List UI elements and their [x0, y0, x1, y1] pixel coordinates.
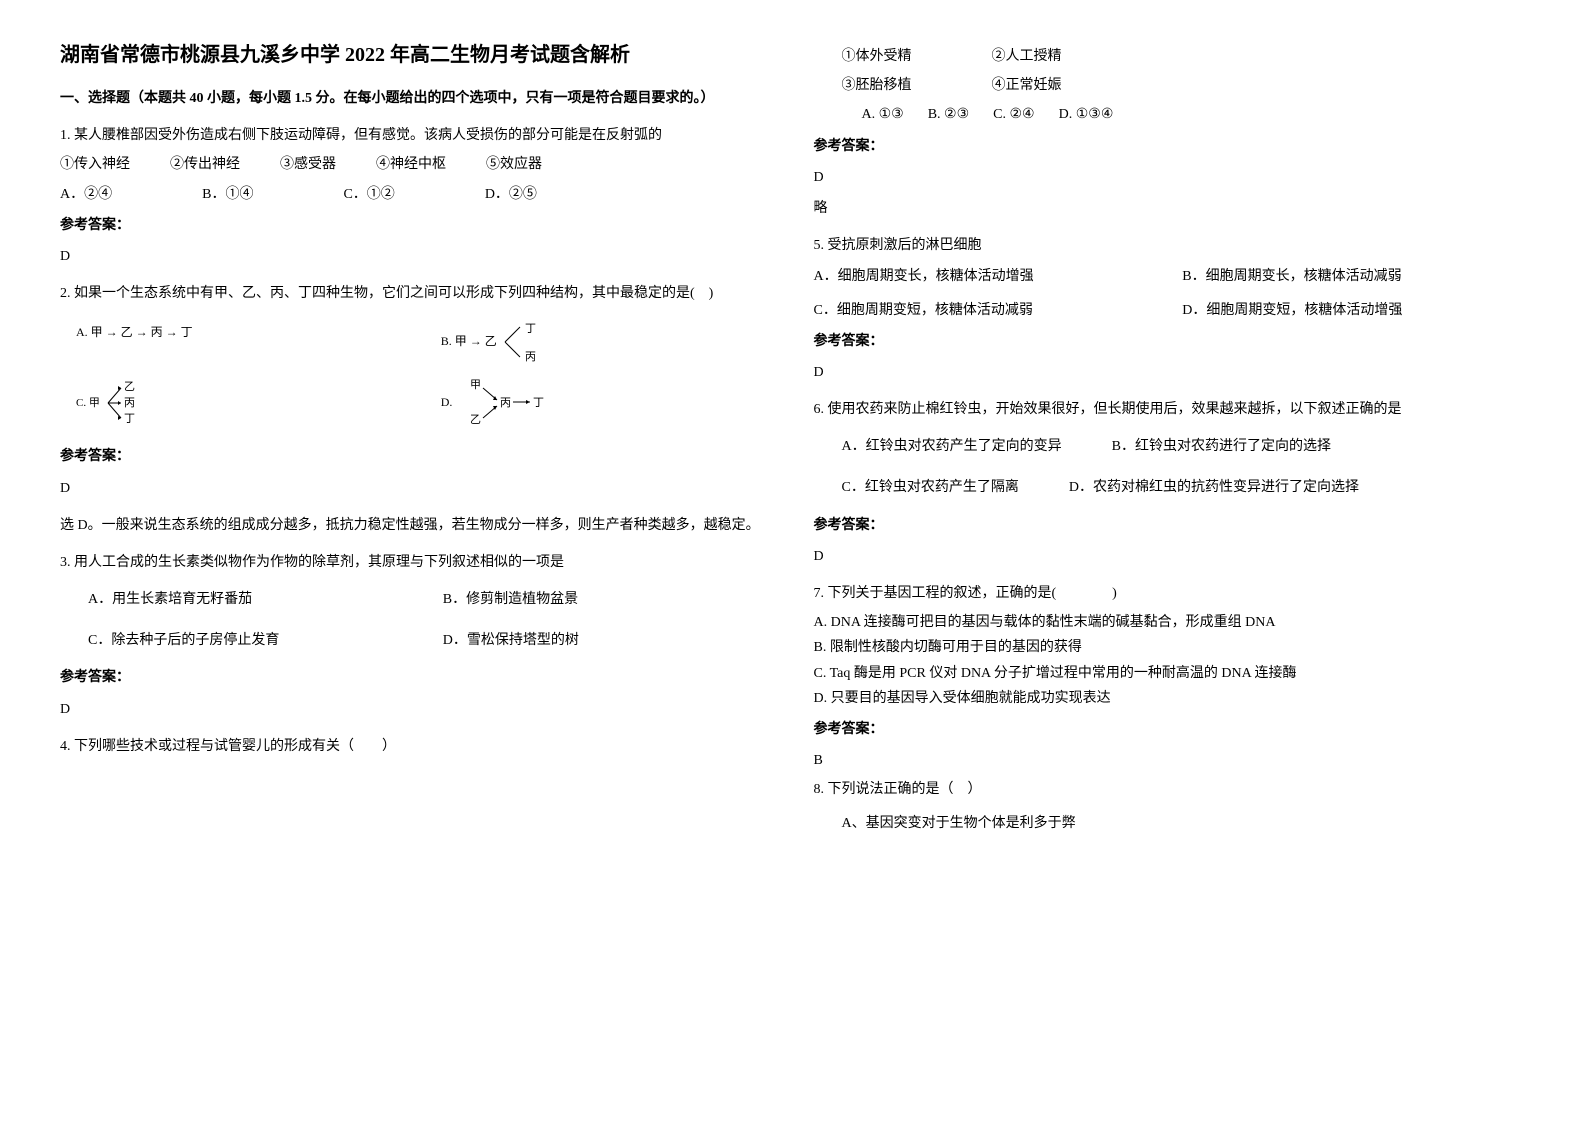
char-ding: 丁 — [533, 397, 544, 409]
q1-item-1: ①传入神经 — [60, 152, 130, 177]
char-jia: 甲 — [470, 379, 481, 391]
document-title: 湖南省常德市桃源县九溪乡中学 2022 年高二生物月考试题含解析 — [60, 40, 774, 70]
left-column: 湖南省常德市桃源县九溪乡中学 2022 年高二生物月考试题含解析 一、选择题（本… — [60, 40, 774, 836]
q4-note: 略 — [814, 196, 1528, 221]
q4-item-1: ①体外受精 — [842, 44, 912, 69]
q4-answer-label: 参考答案： — [814, 134, 1528, 159]
question-6: 6. 使用农药来防止棉红铃虫，开始效果很好，但长期使用后，效果越来越拆，以下叙述… — [814, 397, 1528, 422]
question-1: 1. 某人腰椎部因受外伤造成右侧下肢运动障碍，但有感觉。该病人受损伤的部分可能是… — [60, 123, 774, 148]
q2-diagram-d: D. 甲 乙 丙 丁 — [441, 378, 774, 428]
q3-opt-c: C．除去种子后的子房停止发育 — [88, 628, 419, 653]
question-5-options: A．细胞周期变长，核糖体活动增强 B．细胞周期变长，核糖体活动减弱 C．细胞周期… — [814, 264, 1528, 322]
q6-opt-c: C．红铃虫对农药产生了隔离 — [842, 475, 1019, 500]
q5-opt-c: C．细胞周期变短，核糖体活动减弱 — [814, 298, 1159, 323]
q4-item-3: ③胚胎移植 — [842, 73, 912, 98]
q1-item-5: ⑤效应器 — [486, 152, 542, 177]
char-bing: 丙 — [500, 397, 511, 409]
q2-diagram-c: C. 甲 乙 丙 丁 — [76, 378, 409, 428]
q6-answer-label: 参考答案： — [814, 513, 1528, 538]
q2-diagram-b: B. 甲 → 乙 丁 丙 — [441, 322, 774, 362]
section-1-header: 一、选择题（本题共 40 小题，每小题 1.5 分。在每小题给出的四个选项中，只… — [60, 86, 774, 111]
question-2: 2. 如果一个生态系统中有甲、乙、丙、丁四种生物，它们之间可以形成下列四种结构，… — [60, 281, 774, 306]
char-yi: 乙 — [124, 380, 135, 393]
q7-opt-c: C. Taq 酶是用 PCR 仪对 DNA 分子扩增过程中常用的一种耐高温的 D… — [814, 661, 1528, 686]
char-c: C. 甲 — [76, 397, 100, 409]
q2-explanation: 选 D。一般来说生态系统的组成成分越多，抵抗力稳定性越强，若生物成分一样多，则生… — [60, 513, 774, 538]
question-1-options: A．②④ B．①④ C．①② D．②⑤ — [60, 182, 774, 207]
diagram-d-svg: 甲 乙 丙 丁 — [455, 378, 565, 428]
char-yi: 乙 — [470, 413, 481, 426]
q5-opt-b: B．细胞周期变长，核糖体活动减弱 — [1182, 264, 1527, 289]
q1-item-2: ②传出神经 — [170, 152, 240, 177]
question-4-items-row2: ③胚胎移植 ④正常妊娠 — [814, 73, 1528, 98]
q5-answer: D — [814, 360, 1528, 385]
question-6-options: A．红铃虫对农药产生了定向的变异 B．红铃虫对农药进行了定向的选择 C．红铃虫对… — [814, 434, 1528, 500]
q3-opt-b: B．修剪制造植物盆景 — [443, 587, 774, 612]
q4-opt-c: C. ②④ — [993, 102, 1034, 127]
q6-opt-d: D．农药对棉红虫的抗药性变异进行了定向选择 — [1069, 475, 1359, 500]
q1-answer-label: 参考答案： — [60, 213, 774, 238]
question-7-options: A. DNA 连接酶可把目的基因与载体的黏性末端的碱基黏合，形成重组 DNA B… — [814, 610, 1528, 711]
q5-answer-label: 参考答案： — [814, 329, 1528, 354]
question-5: 5. 受抗原刺激后的淋巴细胞 — [814, 233, 1528, 258]
q3-answer-label: 参考答案： — [60, 665, 774, 690]
q1-opt-d: D．②⑤ — [485, 182, 537, 207]
q4-answer: D — [814, 165, 1528, 190]
char-bing: 丙 — [525, 351, 536, 362]
q2-diagram-a: A. 甲 → 乙 → 丙 → 丁 — [76, 322, 409, 362]
q3-opt-a: A．用生长素培育无籽番茄 — [88, 587, 419, 612]
question-8: 8. 下列说法正确的是（ ） — [814, 777, 1528, 802]
q4-opt-b: B. ②③ — [928, 102, 969, 127]
q1-opt-a: A．②④ — [60, 182, 112, 207]
char-ding: 丁 — [124, 413, 135, 425]
q6-opt-a: A．红铃虫对农药产生了定向的变异 — [842, 434, 1062, 459]
q4-opt-a: A. ①③ — [862, 102, 904, 127]
question-4-options: A. ①③ B. ②③ C. ②④ D. ①③④ — [814, 102, 1528, 127]
question-1-items: ①传入神经 ②传出神经 ③感受器 ④神经中枢 ⑤效应器 — [60, 152, 774, 177]
q7-opt-d: D. 只要目的基因导入受体细胞就能成功实现表达 — [814, 686, 1528, 711]
q6-opt-b: B．红铃虫对农药进行了定向的选择 — [1112, 434, 1331, 459]
question-3: 3. 用人工合成的生长素类似物作为作物的除草剂，其原理与下列叙述相似的一项是 — [60, 550, 774, 575]
q2-diagrams: A. 甲 → 乙 → 丙 → 丁 B. 甲 → 乙 丁 丙 C. 甲 乙 丙 — [60, 322, 774, 428]
char-bing: 丙 — [124, 397, 135, 409]
question-4: 4. 下列哪些技术或过程与试管婴儿的形成有关（ ） — [60, 734, 774, 759]
q4-item-2: ②人工授精 — [992, 44, 1062, 69]
q1-item-4: ④神经中枢 — [376, 152, 446, 177]
question-4-items-row1: ①体外受精 ②人工授精 — [814, 44, 1528, 69]
question-7: 7. 下列关于基因工程的叙述，正确的是( ) — [814, 581, 1528, 606]
char-ding: 丁 — [525, 323, 536, 335]
diagram-c-svg: C. 甲 乙 丙 丁 — [76, 378, 166, 428]
q3-opt-d: D．雪松保持塔型的树 — [443, 628, 774, 653]
q7-answer: B — [814, 748, 1528, 773]
q1-opt-b: B．①④ — [202, 182, 253, 207]
right-column: ①体外受精 ②人工授精 ③胚胎移植 ④正常妊娠 A. ①③ B. ②③ C. ②… — [814, 40, 1528, 836]
q5-opt-a: A．细胞周期变长，核糖体活动增强 — [814, 264, 1159, 289]
q2-answer: D — [60, 476, 774, 501]
q1-opt-c: C．①② — [343, 182, 394, 207]
q7-answer-label: 参考答案： — [814, 717, 1528, 742]
q7-opt-b: B. 限制性核酸内切酶可用于目的基因的获得 — [814, 635, 1528, 660]
q7-opt-a: A. DNA 连接酶可把目的基因与载体的黏性末端的碱基黏合，形成重组 DNA — [814, 610, 1528, 635]
q4-item-4: ④正常妊娠 — [992, 73, 1062, 98]
diagram-b-svg: 丁 丙 — [500, 322, 550, 362]
q5-opt-d: D．细胞周期变短，核糖体活动增强 — [1182, 298, 1527, 323]
question-3-options: A．用生长素培育无籽番茄 B．修剪制造植物盆景 C．除去种子后的子房停止发育 D… — [60, 587, 774, 653]
q4-opt-d: D. ①③④ — [1059, 102, 1114, 127]
q6-answer: D — [814, 544, 1528, 569]
q3-answer: D — [60, 697, 774, 722]
q8-opt-a: A、基因突变对于生物个体是利多于弊 — [814, 811, 1528, 836]
q1-answer: D — [60, 244, 774, 269]
q1-item-3: ③感受器 — [280, 152, 336, 177]
q2-answer-label: 参考答案： — [60, 444, 774, 469]
